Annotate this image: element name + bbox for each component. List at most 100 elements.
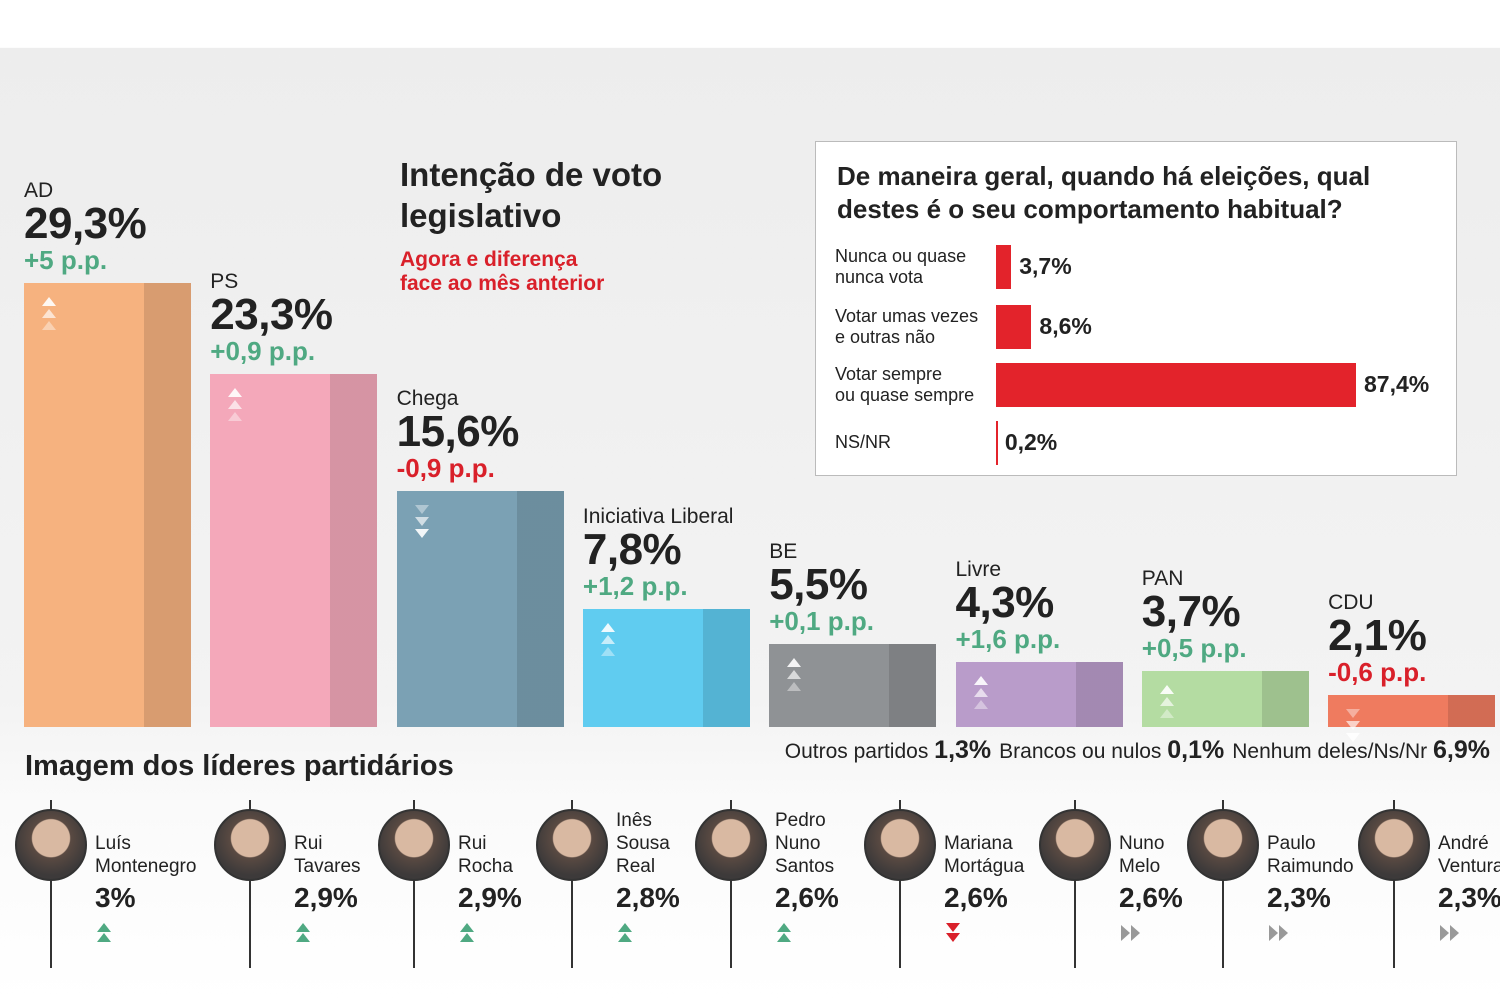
- trend-arrow: [296, 923, 310, 932]
- trend-arrow: [600, 634, 615, 644]
- trend-arrow: [787, 669, 802, 679]
- other-value: 1,3%: [934, 736, 992, 764]
- party-name: Chega: [396, 386, 459, 410]
- leader-photo: [1358, 809, 1430, 881]
- leader-value: 2,9%: [458, 882, 522, 913]
- survey-value: 8,6%: [1039, 313, 1092, 339]
- party-value: 5,5%: [769, 559, 868, 609]
- survey-value: 0,2%: [1004, 429, 1058, 455]
- trend-arrow: [600, 622, 615, 632]
- trend-arrow: [414, 504, 429, 514]
- trend-arrow: [618, 923, 632, 932]
- trend-arrow: [42, 321, 56, 330]
- leaders-title: Imagem dos líderes partidários: [25, 750, 454, 782]
- party-change: +0,1 p.p.: [769, 605, 874, 636]
- leader-trend: [97, 923, 117, 945]
- leader-trend: [1269, 923, 1289, 945]
- bar: [955, 661, 1123, 727]
- survey-bar: [996, 245, 1012, 289]
- leader-line: [1222, 800, 1224, 968]
- party-value: 23,3%: [210, 289, 333, 339]
- leader-photo: [1039, 809, 1111, 881]
- bar: [24, 283, 191, 727]
- party-value: 29,3%: [24, 199, 147, 248]
- bar: [1141, 670, 1309, 727]
- survey-label: Nunca ou quase nunca vota: [835, 246, 967, 287]
- survey-value: 87,4%: [1364, 371, 1430, 397]
- other-name: Outros partidos: [784, 740, 929, 763]
- survey-bar: [996, 421, 998, 465]
- leader-line: [730, 800, 732, 968]
- leader-line: [571, 800, 573, 968]
- trend-arrow: [973, 687, 988, 697]
- others-line: Outros partidos 1,3% Brancos ou nulos 0,1…: [785, 736, 1490, 765]
- leader-trend: [1121, 923, 1141, 945]
- survey-value: 3,7%: [1019, 253, 1072, 279]
- trend-arrow: [1159, 708, 1174, 718]
- leader-value: 2,8%: [616, 882, 680, 913]
- party-value: 15,6%: [396, 406, 520, 456]
- party-name: CDU: [1328, 591, 1374, 615]
- trend-arrow: [460, 923, 474, 932]
- party-name: PS: [210, 269, 239, 293]
- trend-arrow: [1269, 925, 1278, 941]
- trend-arrow: [228, 387, 243, 397]
- trend-arrow: [1346, 733, 1361, 743]
- leader-value: 2,6%: [775, 882, 839, 913]
- leader-line: [249, 800, 251, 968]
- leader-name: André Ventura: [1438, 833, 1500, 877]
- trend-arrow: [97, 923, 111, 932]
- trend-arrow: [42, 297, 56, 306]
- trend-arrow: [946, 933, 960, 942]
- leader-name: Rui Rocha: [458, 833, 513, 877]
- survey-label: Votar sempre ou quase sempre: [835, 364, 975, 405]
- trend-arrow: [42, 309, 56, 318]
- leader-name: Nuno Melo: [1119, 833, 1165, 877]
- trend-arrow: [296, 933, 310, 942]
- bar: [1328, 695, 1496, 743]
- trend-arrow: [1346, 721, 1361, 731]
- trend-arrow: [228, 411, 243, 421]
- leader-value: 2,6%: [1119, 882, 1183, 913]
- trend-arrow: [460, 933, 474, 942]
- leader-name: Luís Montenegro: [95, 833, 197, 877]
- leader-name: Mariana Mortágua: [944, 833, 1025, 877]
- bar: [396, 490, 564, 727]
- trend-arrow: [777, 923, 791, 932]
- leader-value: 2,3%: [1438, 882, 1500, 913]
- chart-subtitle: Agora e diferença face ao mês anterior: [400, 248, 605, 295]
- trend-arrow: [1131, 925, 1140, 941]
- party-change: +1,2 p.p.: [582, 570, 688, 601]
- bar: [210, 373, 378, 727]
- trend-arrow: [618, 933, 632, 942]
- survey-label: Votar umas vezes e outras não: [835, 306, 979, 347]
- leader-photo: [214, 809, 286, 881]
- trend-arrow: [973, 675, 988, 685]
- survey-label: NS/NR: [835, 432, 892, 452]
- party-value: 3,7%: [1141, 586, 1241, 636]
- trend-arrow: [414, 516, 429, 526]
- party-change: +5 p.p.: [24, 245, 108, 275]
- leader-trend: [946, 923, 966, 945]
- party-change: -0,6 p.p.: [1328, 657, 1427, 688]
- leader-value: 3%: [95, 882, 136, 913]
- party-value: 7,8%: [582, 524, 682, 574]
- trend-arrow: [787, 681, 802, 691]
- trend-arrow: [973, 699, 988, 709]
- trend-arrow: [414, 528, 429, 538]
- trend-arrow: [97, 933, 111, 942]
- chart-title: Intenção de voto legislativo: [400, 156, 663, 234]
- trend-arrow: [600, 646, 615, 656]
- trend-arrow: [946, 923, 960, 932]
- other-value: 6,9%: [1433, 736, 1490, 764]
- leader-photo: [864, 809, 936, 881]
- leader-photo: [15, 809, 87, 881]
- survey-bar: [996, 305, 1032, 349]
- survey-box: [815, 141, 1457, 476]
- trend-arrow: [1121, 925, 1130, 941]
- leader-name: Pedro Nuno Santos: [775, 810, 835, 877]
- leader-trend: [777, 923, 797, 945]
- leader-line: [1074, 800, 1076, 968]
- party-change: -0,9 p.p.: [396, 452, 495, 483]
